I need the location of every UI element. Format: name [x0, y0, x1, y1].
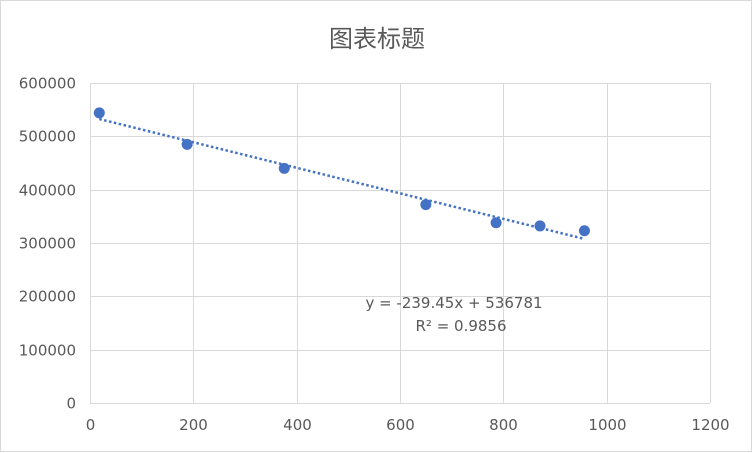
x-tick-label: 400	[283, 416, 312, 434]
data-points	[93, 107, 590, 237]
axis-tick-labels: 0 100000 200000 300000 400000 500000 600000 0 20…	[19, 75, 730, 435]
x-tick-label: 800	[489, 416, 518, 434]
y-tick-label: 200000	[19, 288, 76, 306]
data-point	[278, 162, 290, 174]
trendline-r-squared: R² = 0.9856	[415, 317, 506, 335]
x-tick-label: 200	[179, 416, 208, 434]
gridlines	[90, 83, 711, 404]
linear-trendline	[99, 117, 585, 241]
chart-title: 图表标题	[329, 25, 425, 53]
data-point	[534, 220, 546, 232]
data-point	[490, 217, 502, 229]
data-point	[420, 199, 432, 211]
data-point	[93, 107, 105, 119]
x-tick-label: 1000	[588, 416, 626, 434]
y-tick-label: 0	[66, 395, 76, 413]
x-tick-label: 1200	[691, 416, 729, 434]
y-tick-label: 600000	[19, 75, 76, 93]
trendline-equation: y = -239.45x + 536781	[365, 294, 542, 312]
y-tick-label: 100000	[19, 342, 76, 360]
y-tick-label: 400000	[19, 182, 76, 200]
x-tick-label: 600	[386, 416, 415, 434]
y-tick-label: 500000	[19, 128, 76, 146]
x-tick-label: 0	[86, 416, 96, 434]
data-point	[578, 225, 590, 237]
data-point	[181, 138, 193, 150]
trendline-group	[99, 117, 585, 241]
y-tick-label: 300000	[19, 235, 76, 253]
